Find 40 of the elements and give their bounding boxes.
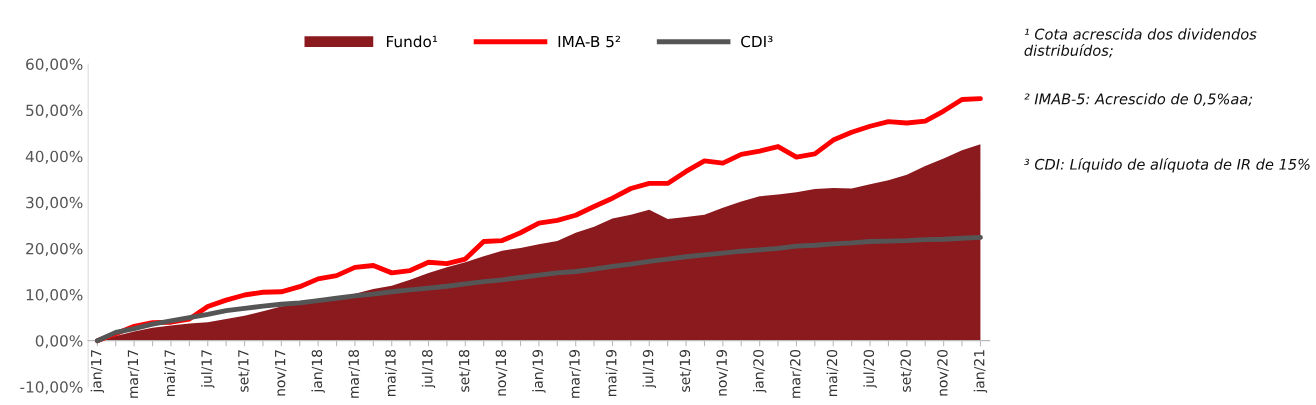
y-tick-label: 60,00%: [26, 58, 83, 72]
x-tick-label: jan/21: [973, 350, 988, 393]
x-tick-label: mai/19: [605, 349, 618, 396]
text: ² IMAB-5: Acrescido de 0,5%aa;: [1024, 93, 1253, 106]
legend-label: Fundo¹: [386, 35, 438, 48]
x-tick-label: jan/19: [532, 349, 546, 393]
line-series: [94, 234, 983, 344]
x-tick-label: jul/18: [421, 349, 436, 389]
x-tick-label: jan/17: [90, 350, 105, 393]
x-tick-label: nov/18: [495, 349, 508, 396]
x-tick-label: jul/17: [201, 350, 215, 389]
y-tick-label: -10,00%: [20, 381, 83, 395]
x-tick-label: mar/17: [127, 350, 140, 398]
x-tick-label: nov/20: [937, 349, 949, 396]
x-tick-label: nov/17: [275, 350, 287, 396]
text: ³ CDI: Líquido de alíquota de IR de 15%: [1024, 157, 1310, 173]
legend-label: CDI³: [741, 35, 773, 48]
x-tick-label: mai/17: [164, 350, 177, 396]
x-tick-label: mai/20: [826, 349, 839, 396]
x-tick-label: set/20: [900, 349, 912, 392]
y-tick-label: 30,00%: [26, 196, 83, 210]
y-tick-label: 40,00%: [25, 150, 83, 164]
x-tick-label: jul/19: [642, 349, 657, 389]
y-tick-label: 10,00%: [26, 289, 83, 303]
x-tick-label: nov/19: [716, 349, 728, 396]
x-tick-label: set/17: [238, 350, 250, 392]
x-tick-label: mar/18: [348, 349, 361, 398]
text: ¹ Cota acrescida dos dividendos distribuídos;: [1024, 28, 1257, 58]
y-tick-label: 0,00%: [35, 335, 83, 349]
x-tick-label: mar/20: [789, 349, 802, 398]
legend-label: IMA-B 5²: [558, 35, 621, 48]
x-tick-label: set/18: [458, 349, 471, 392]
x-tick-label: jul/20: [863, 349, 877, 389]
x-tick-label: set/19: [679, 349, 692, 392]
x-tick-label: mar/19: [569, 349, 581, 398]
x-tick-label: jan/18: [311, 349, 325, 393]
y-tick-label: 50,00%: [26, 104, 83, 118]
x-tick-label: jan/20: [752, 349, 767, 393]
y-tick-label: 20,00%: [26, 242, 83, 257]
x-tick-label: mai/18: [385, 349, 397, 396]
